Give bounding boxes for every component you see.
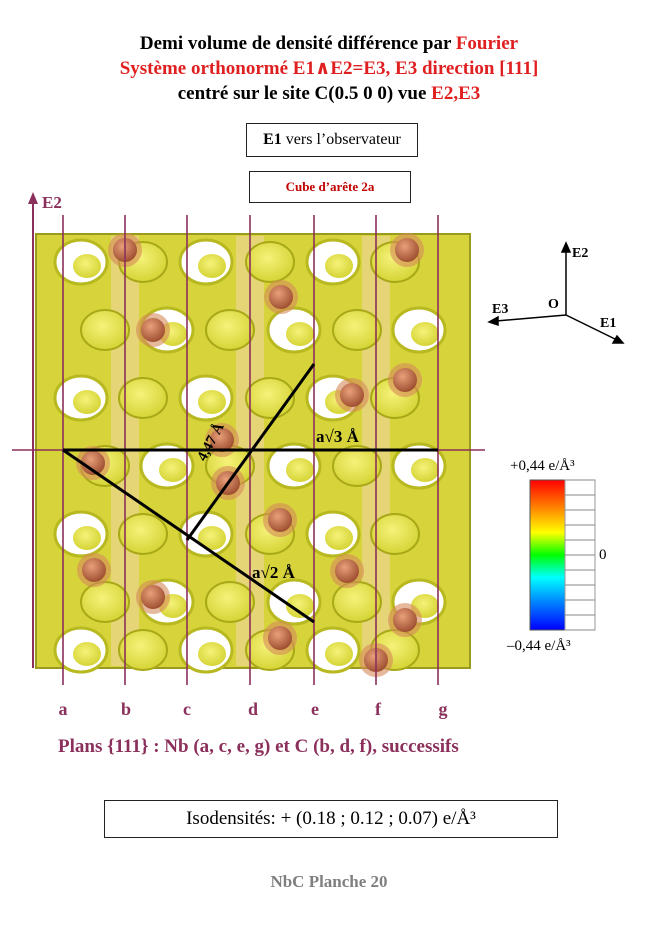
coordinate-triad <box>487 241 625 344</box>
title-line-2: Système orthonormé E1∧E2=E3, E3 directio… <box>119 58 539 79</box>
density-lobe <box>332 581 382 623</box>
colorbar-gradient <box>529 479 566 631</box>
cube-edge-label: Cube d’arête 2a <box>249 171 411 203</box>
distance-label-a-sqrt2: a√2 Å <box>252 563 296 582</box>
atom <box>395 238 419 262</box>
density-lobe <box>118 513 168 555</box>
density-lobe <box>118 629 168 671</box>
plane-letter-b: b <box>121 699 131 719</box>
measure-line-447 <box>185 363 316 541</box>
density-lobe <box>205 581 255 623</box>
atom <box>82 558 106 582</box>
atom <box>141 585 165 609</box>
planes-caption: Plans {111} : Nb (a, c, e, g) et C (b, d… <box>58 736 459 757</box>
density-lobe <box>245 377 295 419</box>
atom <box>340 383 364 407</box>
title-line-1-red: Fourier <box>455 33 519 54</box>
plane-letter-c: c <box>183 699 191 719</box>
atom <box>141 318 165 342</box>
title-line-3-red: E2,E3 <box>431 83 481 104</box>
density-lobe <box>73 390 101 414</box>
density-lobe <box>159 458 187 482</box>
density-lobe <box>73 254 101 278</box>
density-lobe <box>325 526 353 550</box>
triad-e1-arrow <box>611 334 625 344</box>
distance-label-a-sqrt3: a√3 Å <box>316 427 360 446</box>
plane-letters: a b c d e f g <box>59 699 448 719</box>
atom <box>268 626 292 650</box>
density-lobe <box>198 254 226 278</box>
density-lobe <box>198 526 226 550</box>
density-lobe <box>411 458 439 482</box>
triad-label-e2: E2 <box>572 246 588 261</box>
plane-letter-f: f <box>375 699 382 719</box>
triad-label-e3: E3 <box>492 302 508 317</box>
density-lobe <box>73 642 101 666</box>
density-lobe <box>198 642 226 666</box>
measurement-lines <box>62 363 438 624</box>
plane-letter-d: d <box>248 699 258 719</box>
density-lobe <box>286 594 314 618</box>
e2-axis-label: E2 <box>42 193 62 212</box>
density-lobe <box>332 445 382 487</box>
title-line-1: Demi volume de densité différence par Fo… <box>0 32 658 56</box>
triad-label-e1: E1 <box>600 316 616 331</box>
view-direction-box: E1 vers l’observateur <box>246 123 418 157</box>
density-lobe <box>118 377 168 419</box>
atom <box>269 285 293 309</box>
density-lobe <box>205 309 255 351</box>
atom <box>268 508 292 532</box>
density-lobe <box>332 309 382 351</box>
density-lobe <box>73 526 101 550</box>
density-lobe <box>80 309 130 351</box>
colorbar-min-label: –0,44 e/Å³ <box>506 638 571 654</box>
isodensities-box: Isodensités: + (0.18 ; 0.12 ; 0.07) e/Å³ <box>104 800 558 838</box>
colorbar-zero-label: 0 <box>599 547 607 563</box>
triad-e3-arrow <box>487 315 499 327</box>
title-line-3: centré sur le site C(0.5 0 0) vue E2,E3 <box>0 82 658 106</box>
triad-e1-line <box>565 314 618 341</box>
atom <box>81 451 105 475</box>
plane-letter-e: e <box>311 699 319 719</box>
triad-e3-line <box>495 314 567 322</box>
colorbar: +0,44 e/Å³ 0 –0,44 e/Å³ <box>506 458 607 654</box>
footer-label: NbC Planche 20 <box>270 872 388 891</box>
density-lobe <box>325 254 353 278</box>
density-lobe <box>325 642 353 666</box>
title-line-3-prefix: centré sur le site C(0.5 0 0) vue <box>177 83 432 104</box>
atom <box>335 559 359 583</box>
colorbar-ticks <box>565 479 595 631</box>
triad-origin-label: O <box>548 297 559 312</box>
view-direction-text: vers l’observateur <box>281 131 401 148</box>
atom <box>393 608 417 632</box>
density-lobe <box>411 322 439 346</box>
title-line-1-prefix: Demi volume de densité différence par <box>139 33 456 54</box>
density-map <box>35 233 471 677</box>
colorbar-max-label: +0,44 e/Å³ <box>510 458 575 474</box>
e2-axis-arrow <box>28 192 38 204</box>
atom <box>210 428 234 452</box>
density-lobe <box>198 390 226 414</box>
density-lobe <box>370 513 420 555</box>
density-lobe <box>286 322 314 346</box>
density-lobe <box>286 458 314 482</box>
triad-e2-arrow <box>560 241 572 253</box>
density-lobe <box>80 581 130 623</box>
view-direction-axis: E1 <box>263 131 282 148</box>
plane-letter-a: a <box>59 699 68 719</box>
atom <box>393 368 417 392</box>
density-lobe <box>245 241 295 283</box>
density-texture <box>53 233 447 677</box>
triad-labels: E2 E3 O E1 <box>492 246 616 331</box>
plane-letter-g: g <box>439 699 448 719</box>
